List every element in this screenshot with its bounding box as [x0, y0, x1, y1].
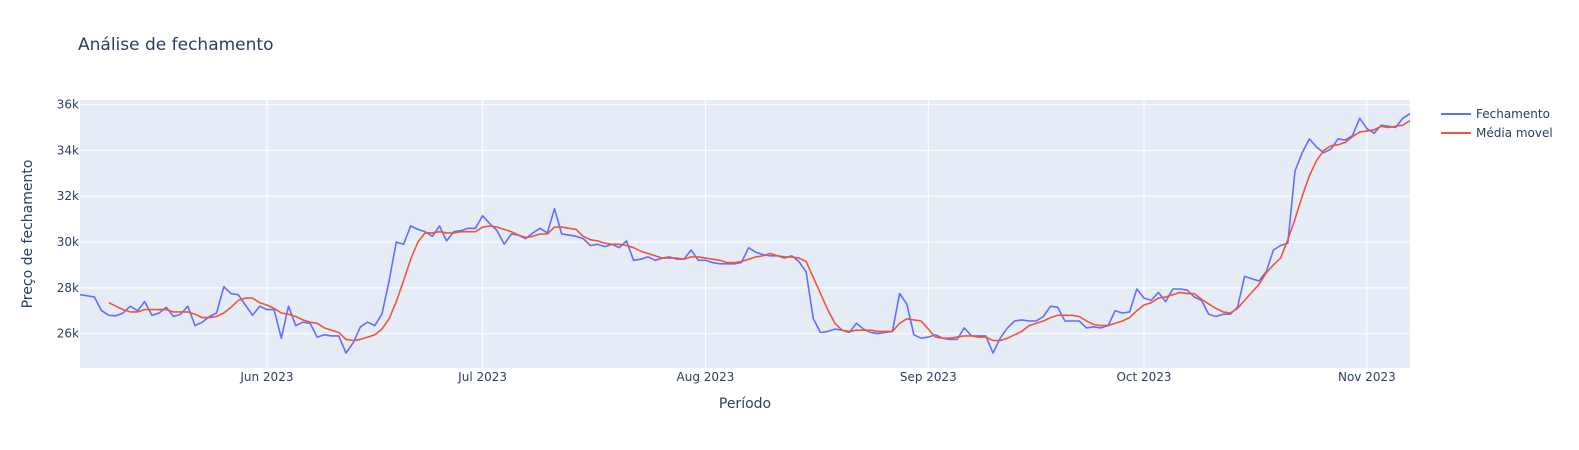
legend-label: Fechamento	[1476, 107, 1550, 121]
y-tick-label: 28k	[57, 281, 79, 295]
y-tick-label: 34k	[57, 143, 79, 157]
series-lines	[79, 113, 1411, 354]
series-line-1	[79, 113, 1411, 354]
series-line-2	[108, 119, 1411, 342]
grid-lines	[80, 100, 1410, 368]
x-tick-label: Jul 2023	[457, 370, 507, 384]
y-tick-label: 36k	[57, 98, 79, 112]
x-tick-label: Oct 2023	[1116, 370, 1171, 384]
y-tick-label: 26k	[57, 327, 79, 341]
x-tick-label: Aug 2023	[677, 370, 735, 384]
y-axis-title: Preço de fechamento	[20, 160, 36, 309]
legend: Fechamento Média movel	[1441, 107, 1553, 140]
y-tick-label: 30k	[57, 235, 79, 249]
x-axis-title: Período	[719, 396, 771, 412]
x-tick-label: Nov 2023	[1338, 370, 1396, 384]
legend-label: Média movel	[1476, 126, 1553, 140]
chart-title: Análise de fechamento	[78, 35, 273, 55]
y-axis-ticks: 26k 28k 30k 32k 34k 36k	[57, 98, 79, 341]
x-tick-label: Jun 2023	[239, 370, 293, 384]
y-tick-label: 32k	[57, 189, 79, 203]
x-tick-label: Sep 2023	[900, 370, 957, 384]
x-axis-ticks: Jun 2023 Jul 2023 Aug 2023 Sep 2023 Oct 2023…	[239, 370, 1395, 384]
